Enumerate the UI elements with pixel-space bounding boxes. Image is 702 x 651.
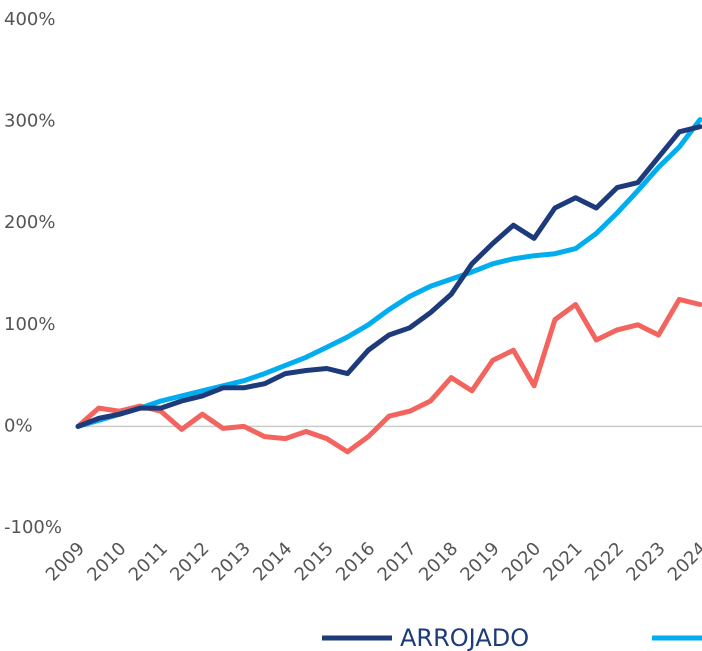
series-line — [75, 124, 702, 429]
x-tick-label: 2022 — [581, 538, 628, 585]
x-tick-label: 2017 — [374, 538, 421, 585]
series-line — [75, 296, 702, 455]
series-line — [75, 117, 702, 429]
x-tick-label: 2009 — [42, 538, 89, 585]
y-tick-label: 300% — [4, 111, 55, 132]
x-tick-label: 2024 — [664, 538, 702, 585]
y-tick-label: 100% — [4, 314, 55, 335]
y-tick-label: 200% — [4, 212, 55, 233]
y-tick-label: -100% — [4, 517, 62, 538]
x-tick-label: 2013 — [208, 538, 255, 585]
x-tick-label: 2018 — [415, 538, 462, 585]
x-tick-label: 2023 — [622, 538, 669, 585]
y-tick-label: 0% — [4, 415, 33, 436]
x-tick-label: 2012 — [166, 538, 213, 585]
x-tick-label: 2010 — [83, 538, 130, 585]
x-tick-label: 2019 — [456, 538, 503, 585]
x-tick-label: 2016 — [332, 538, 379, 585]
y-tick-label: 400% — [4, 9, 55, 30]
x-tick-label: 2014 — [249, 538, 296, 585]
x-tick-label: 2020 — [498, 538, 545, 585]
x-tick-label: 2015 — [291, 538, 338, 585]
x-tick-label: 2021 — [539, 538, 586, 585]
x-tick-label: 2011 — [125, 538, 172, 585]
legend-label: ARROJADO — [400, 624, 529, 651]
